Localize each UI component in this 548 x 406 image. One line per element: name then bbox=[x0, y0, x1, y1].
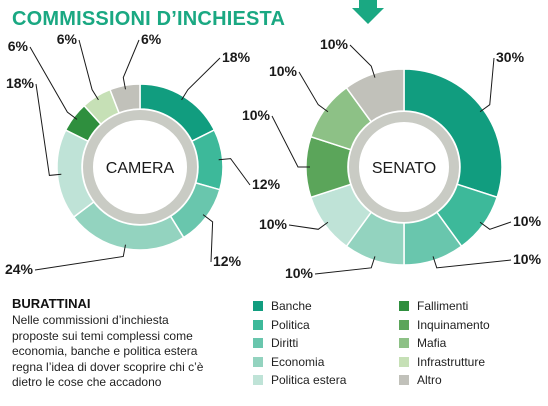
down-arrow-icon bbox=[352, 0, 384, 24]
leader-line bbox=[432, 256, 512, 269]
leader-line bbox=[349, 44, 376, 78]
legend-swatch bbox=[399, 356, 409, 367]
legend-label: Economia bbox=[271, 354, 325, 369]
percent-label: 30% bbox=[496, 49, 525, 65]
center-label: SENATO bbox=[372, 160, 436, 177]
leader-line bbox=[479, 57, 495, 113]
legend-item: Politica bbox=[253, 316, 346, 335]
leader-line bbox=[78, 39, 99, 101]
legend-swatch bbox=[399, 375, 409, 386]
inner-ring bbox=[349, 112, 459, 222]
legend-item: Politica estera bbox=[253, 371, 346, 390]
legend-label: Banche bbox=[271, 299, 312, 314]
inner-ring bbox=[83, 110, 197, 224]
caption-text: Nelle commissioni d’inchiesta proposte s… bbox=[12, 313, 204, 389]
legend-label: Politica bbox=[271, 317, 310, 332]
legend-item: Mafia bbox=[399, 334, 490, 353]
legend-label: Inquinamento bbox=[417, 317, 490, 332]
legend-item: Economia bbox=[253, 353, 346, 372]
caption-title: BURATTINAI bbox=[12, 296, 91, 311]
percent-label: 10% bbox=[269, 63, 298, 79]
legend-label: Infrastrutture bbox=[417, 354, 486, 369]
slice-banche bbox=[403, 68, 503, 199]
page-title: COMMISSIONI D’INCHIESTA bbox=[12, 8, 286, 30]
leader-line bbox=[35, 83, 62, 176]
legend-swatch bbox=[253, 356, 263, 367]
percent-label: 10% bbox=[513, 251, 542, 267]
percent-label: 24% bbox=[5, 261, 34, 277]
legend-item: Altro bbox=[399, 371, 490, 390]
slice-altro bbox=[345, 68, 405, 123]
leader-line bbox=[181, 57, 221, 101]
legend-swatch bbox=[253, 319, 263, 330]
percent-label: 12% bbox=[252, 176, 281, 192]
legend-right: Fallimenti Inquinamento Mafia Infrastruttur… bbox=[399, 297, 490, 390]
percent-label: 10% bbox=[242, 107, 271, 123]
percent-label: 18% bbox=[6, 75, 35, 91]
percent-label: 10% bbox=[513, 213, 542, 229]
leader-line bbox=[271, 115, 310, 168]
donut-charts: 18% 12% 12% 24% 18% 6% 6% 6% CAMERA 30% 10% 10% 10%… bbox=[5, 31, 542, 281]
legend-swatch bbox=[399, 319, 409, 330]
percent-label: 12% bbox=[213, 253, 242, 269]
leader-line bbox=[479, 221, 512, 230]
legend-item: Infrastrutture bbox=[399, 353, 490, 372]
legend-label: Altro bbox=[417, 373, 442, 388]
legend-item: Fallimenti bbox=[399, 297, 490, 316]
legend-swatch bbox=[253, 301, 263, 312]
leader-line bbox=[34, 244, 126, 271]
legend-item: Inquinamento bbox=[399, 316, 490, 335]
leader-line bbox=[218, 158, 251, 186]
percent-label: 10% bbox=[285, 265, 314, 281]
percent-label: 18% bbox=[222, 49, 251, 65]
leader-line bbox=[314, 256, 376, 275]
percent-label: 10% bbox=[259, 216, 288, 232]
legend-label: Fallimenti bbox=[417, 299, 469, 314]
center-label: CAMERA bbox=[106, 160, 175, 177]
percent-label: 6% bbox=[8, 38, 29, 54]
slice-altro bbox=[109, 83, 141, 114]
legend-item: Banche bbox=[253, 297, 346, 316]
senato-donut-chart: 30% 10% 10% 10% 10% 10% 10% 10% SENATO bbox=[242, 36, 542, 281]
legend-swatch bbox=[399, 301, 409, 312]
percent-label: 10% bbox=[320, 36, 349, 52]
percent-label: 6% bbox=[57, 31, 78, 47]
legend-left: Banche Politica Diritti Economia Politica es… bbox=[253, 297, 346, 390]
legend-swatch bbox=[399, 338, 409, 349]
legend-swatch bbox=[253, 375, 263, 386]
camera-donut-chart: 18% 12% 12% 24% 18% 6% 6% 6% CAMERA bbox=[5, 31, 281, 277]
percent-label: 6% bbox=[141, 31, 162, 47]
leader-line bbox=[298, 71, 329, 113]
slice-politica bbox=[190, 128, 224, 191]
legend-label: Diritti bbox=[271, 336, 299, 351]
legend-label: Mafia bbox=[417, 336, 447, 351]
leader-line bbox=[288, 221, 329, 230]
legend-label: Politica estera bbox=[271, 373, 347, 388]
leader-line bbox=[29, 46, 78, 120]
legend-item: Diritti bbox=[253, 334, 346, 353]
legend-swatch bbox=[253, 338, 263, 349]
leader-line bbox=[122, 39, 140, 90]
leader-line bbox=[202, 214, 214, 263]
